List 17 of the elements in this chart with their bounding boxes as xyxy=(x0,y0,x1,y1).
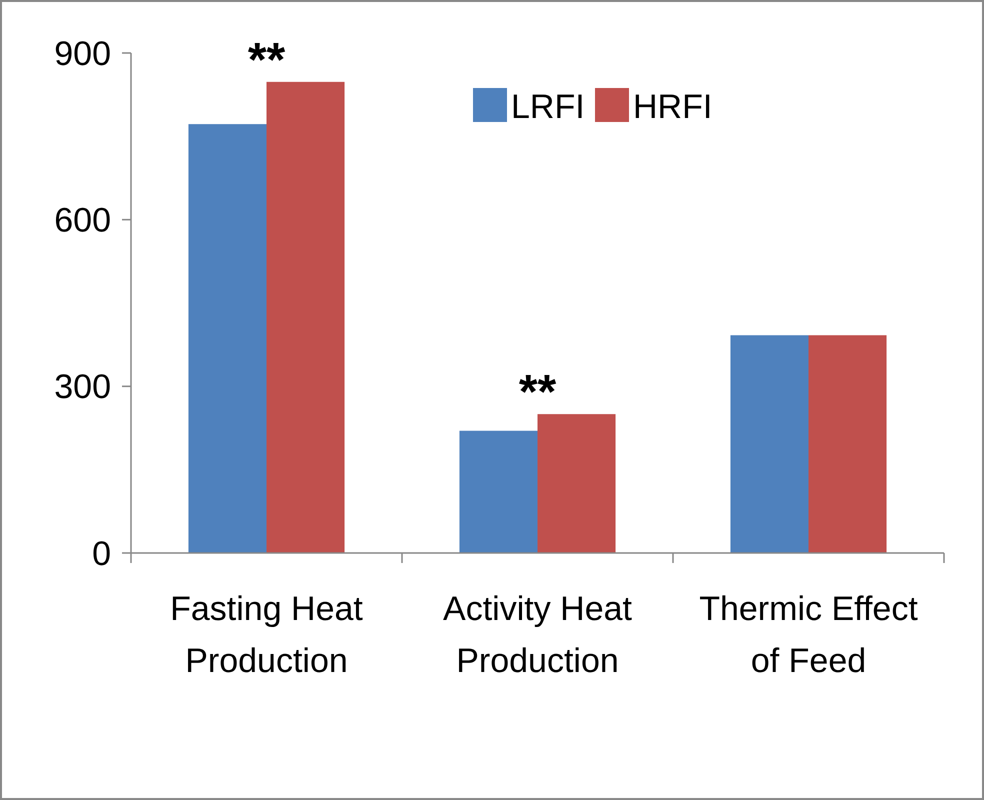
bar xyxy=(188,124,266,553)
bar xyxy=(459,430,538,553)
y-tick-label: 600 xyxy=(54,202,111,240)
legend-label: HRFI xyxy=(633,88,712,126)
x-tick-label: Thermic Effect of Feed xyxy=(699,590,918,680)
annotation: ** xyxy=(248,34,286,87)
legend-label: LRFI xyxy=(511,88,585,126)
bar xyxy=(266,82,345,553)
bar xyxy=(538,414,616,553)
annotation: ** xyxy=(518,366,556,420)
bar xyxy=(808,335,887,553)
x-tick-label: Activity Heat Production xyxy=(443,590,633,680)
x-tick-label: Fasting Heat Production xyxy=(170,590,364,680)
y-tick-label: 300 xyxy=(54,368,111,406)
y-tick-label: 900 xyxy=(54,34,111,73)
bar xyxy=(730,335,808,553)
y-tick-label: 0 xyxy=(92,534,111,573)
